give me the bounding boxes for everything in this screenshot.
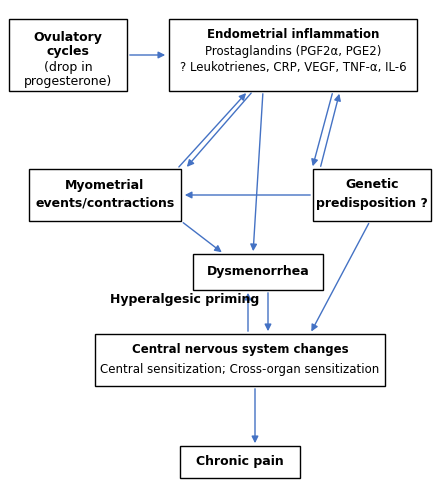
Text: predisposition ?: predisposition ? (316, 196, 428, 209)
FancyBboxPatch shape (313, 169, 431, 221)
Text: Dysmenorrhea: Dysmenorrhea (207, 266, 309, 278)
FancyBboxPatch shape (29, 169, 181, 221)
Text: cycles: cycles (47, 44, 90, 58)
Text: Prostaglandins (PGF2α, PGE2): Prostaglandins (PGF2α, PGE2) (205, 44, 381, 58)
FancyBboxPatch shape (180, 446, 300, 478)
FancyBboxPatch shape (169, 19, 417, 91)
Text: Genetic: Genetic (345, 178, 399, 192)
Text: events/contractions: events/contractions (35, 196, 175, 209)
Text: Central nervous system changes: Central nervous system changes (132, 344, 348, 356)
FancyBboxPatch shape (95, 334, 385, 386)
Text: Myometrial: Myometrial (66, 178, 145, 192)
Text: Ovulatory: Ovulatory (34, 30, 102, 44)
FancyBboxPatch shape (193, 254, 323, 290)
Text: Hyperalgesic priming: Hyperalgesic priming (110, 294, 259, 306)
Text: Central sensitization; Cross-organ sensitization: Central sensitization; Cross-organ sensi… (101, 362, 380, 376)
Text: progesterone): progesterone) (24, 74, 112, 88)
Text: ? Leukotrienes, CRP, VEGF, TNF-α, IL-6: ? Leukotrienes, CRP, VEGF, TNF-α, IL-6 (180, 60, 406, 74)
Text: Chronic pain: Chronic pain (196, 456, 284, 468)
Text: Endometrial inflammation: Endometrial inflammation (207, 28, 379, 42)
Text: (drop in: (drop in (44, 60, 92, 74)
FancyBboxPatch shape (9, 19, 127, 91)
